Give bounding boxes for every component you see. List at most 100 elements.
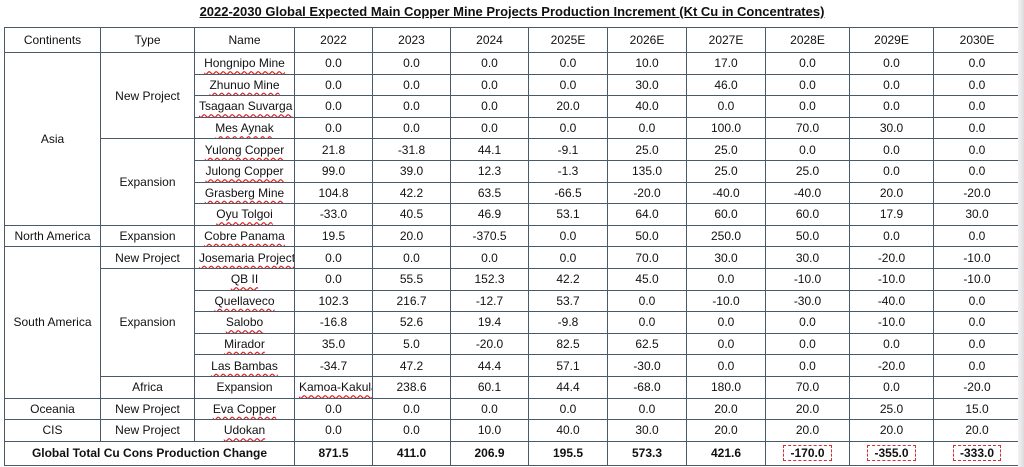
mine-name: Oyu Tolgoi [216, 207, 273, 222]
mine-name-cell: Oyu Tolgoi [194, 203, 295, 226]
value-cell: 20.0 [765, 397, 850, 421]
value-cell: 25.0 [607, 138, 687, 161]
value-cell: 0.0 [450, 246, 529, 269]
header-cell: 2029E [849, 27, 934, 53]
value-cell: 0.0 [765, 332, 850, 356]
total-value-cell: 411.0 [372, 440, 451, 466]
type-cell: Expansion [194, 375, 295, 399]
mine-name: Tsagaan Suvarga [199, 99, 293, 114]
value-cell: 25.0 [686, 138, 766, 161]
value-cell: 0.0 [294, 95, 373, 118]
table-row: Africa Expansion Kamoa-Kakula 238.6 60.1 44.4… [5, 375, 1021, 399]
value-cell: 0.0 [765, 95, 850, 118]
value-cell: 5.0 [372, 332, 451, 356]
mine-name: Quellaveco [214, 293, 275, 308]
value-cell: 0.0 [765, 138, 850, 161]
value-cell: 10.0 [607, 52, 687, 75]
value-cell: -1.3 [528, 159, 608, 183]
value-cell: 0.0 [686, 332, 766, 356]
mine-name-cell: Tsagaan Suvarga [194, 95, 295, 118]
value-cell: 0.0 [294, 116, 373, 140]
value-cell: -30.0 [765, 289, 850, 313]
mine-name: QB II [230, 272, 259, 287]
type-cell: New Project [100, 397, 195, 421]
value-cell: 180.0 [686, 375, 766, 399]
mine-name-cell: Kamoa-Kakula [294, 375, 373, 399]
value-cell: 20.0 [933, 419, 1021, 442]
continent-cell: Asia [4, 52, 101, 226]
value-cell: 20.0 [849, 181, 934, 205]
value-cell: 0.0 [849, 52, 934, 75]
value-cell: 53.1 [528, 203, 608, 226]
table-row: Zhunuo Mine 0.0 0.0 0.0 0.0 30.0 46.0 0.0 0.0 0.0 [5, 73, 1021, 97]
table-row: North America Expansion Cobre Panama 19.5 20… [4, 224, 1021, 248]
type-cell: New Project [100, 246, 195, 269]
value-cell: 40.5 [372, 203, 451, 226]
table-row: Grasberg Mine 104.8 42.2 63.5 -66.5 -20.0 -40.… [5, 181, 1021, 205]
value-cell: 0.0 [933, 289, 1021, 313]
value-cell: 44.1 [450, 138, 529, 161]
value-cell: 0.0 [607, 116, 687, 140]
value-cell: 104.8 [294, 181, 373, 205]
mine-name-cell: Yulong Copper [194, 138, 295, 161]
mine-name: Cobre Panama [204, 229, 285, 244]
value-cell: -20.0 [607, 181, 687, 205]
value-cell: 0.0 [849, 375, 934, 399]
value-cell: 12.3 [450, 159, 529, 183]
value-cell: 238.6 [372, 375, 451, 399]
value-cell: 0.0 [933, 73, 1021, 97]
value-cell: 45.0 [607, 267, 687, 291]
value-cell: 0.0 [686, 311, 766, 334]
value-cell: 44.4 [528, 375, 608, 399]
value-cell: 0.0 [607, 397, 687, 421]
value-cell: -40.0 [686, 181, 766, 205]
mine-name-cell: Grasberg Mine [194, 181, 295, 205]
value-cell: -12.7 [450, 289, 529, 313]
value-cell: 15.0 [933, 397, 1021, 421]
value-cell: 0.0 [372, 52, 451, 75]
mine-name: Julong Copper [205, 164, 284, 179]
value-cell: 30.0 [933, 203, 1021, 226]
total-value-cell: -170.0 [765, 440, 850, 466]
value-cell: -40.0 [849, 289, 934, 313]
value-cell: -68.0 [607, 375, 687, 399]
value-cell: 25.0 [686, 159, 766, 183]
value-cell: 0.0 [933, 332, 1021, 356]
value-cell: -10.0 [849, 311, 934, 334]
value-cell: 0.0 [294, 419, 373, 442]
value-cell: 0.0 [294, 246, 373, 269]
value-cell: 47.2 [372, 354, 451, 377]
value-cell: 46.0 [686, 73, 766, 97]
table-row: South America New Project Josemaria Projec… [4, 246, 1021, 399]
header-cell: 2030E [933, 27, 1021, 53]
total-label: Global Total Cu Cons Production Change [4, 440, 295, 466]
table-row: Julong Copper 99.0 39.0 12.3 -1.3 135.0 25.0 25… [5, 159, 1021, 183]
highlighted-total-value: -170.0 [783, 445, 832, 462]
value-cell: 20.0 [528, 95, 608, 118]
value-cell: 0.0 [607, 311, 687, 334]
header-cell: 2025E [528, 27, 608, 53]
value-cell: 60.0 [686, 203, 766, 226]
value-cell: 99.0 [294, 159, 373, 183]
highlighted-total-value: -333.0 [952, 445, 1002, 462]
table-row: Mirador 35.0 5.0 -20.0 82.5 62.5 0.0 0.0 0.0 0.0 [5, 332, 1021, 356]
mine-name-cell: Julong Copper [194, 159, 295, 183]
total-value-cell: 871.5 [294, 440, 373, 466]
table-row: Las Bambas -34.7 47.2 44.4 57.1 -30.0 0.0 0.0 -2… [5, 354, 1021, 377]
header-cell: 2022 [294, 27, 373, 53]
value-cell: 0.0 [849, 138, 934, 161]
value-cell: -10.0 [849, 267, 934, 291]
mine-name-cell: Las Bambas [194, 354, 295, 377]
value-cell: 0.0 [933, 159, 1021, 183]
value-cell: 42.2 [372, 181, 451, 205]
value-cell: 0.0 [933, 116, 1021, 140]
mine-name: Mirador [224, 337, 265, 352]
value-cell: 102.3 [294, 289, 373, 313]
value-cell: 39.0 [372, 159, 451, 183]
continent-cell: CIS [4, 419, 101, 442]
value-cell: 0.0 [450, 397, 529, 421]
mine-name: Mes Aynak [215, 121, 274, 136]
value-cell: -10.0 [933, 246, 1021, 269]
value-cell: 0.0 [450, 116, 529, 140]
value-cell: 0.0 [849, 332, 934, 356]
